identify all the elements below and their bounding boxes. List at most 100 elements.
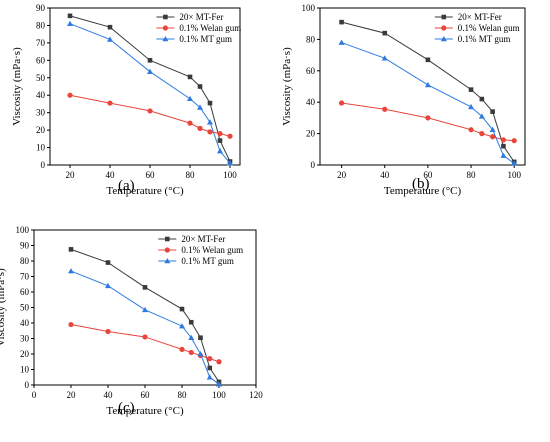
- x-tick-label: 40: [380, 170, 390, 180]
- y-tick-label: 90: [20, 241, 30, 251]
- x-tick-label: 0: [32, 390, 37, 400]
- data-point: [68, 247, 74, 252]
- data-point: [207, 365, 213, 371]
- legend-label: 0.1% MT gum: [458, 34, 511, 44]
- y-tick-label: 70: [36, 38, 46, 48]
- data-point: [206, 374, 213, 380]
- chart-c: 0 20 40 60 80 100 120 0 10 20 30 40 50 60 70 80 90 100 Tem…: [0, 225, 263, 417]
- x-tick-label: 40: [104, 390, 114, 400]
- y-tick-label: 70: [20, 272, 30, 282]
- data-point: [197, 125, 203, 131]
- y-tick-label: 20: [306, 129, 316, 139]
- y-tick-label: 0: [41, 160, 46, 170]
- data-point: [105, 282, 111, 289]
- legend-marker: [441, 14, 447, 20]
- y-tick-label: 20: [36, 125, 46, 135]
- y-tick-label: 30: [36, 108, 46, 118]
- data-point: [107, 36, 113, 42]
- y-tick-label: 50: [20, 303, 30, 313]
- x-tick-label: 20: [66, 170, 76, 180]
- data-point: [339, 19, 344, 25]
- data-point: [468, 127, 474, 133]
- data-point: [142, 334, 148, 340]
- data-point: [68, 321, 74, 328]
- data-point: [425, 115, 431, 121]
- data-point: [500, 137, 507, 143]
- y-tick-label: 40: [306, 97, 316, 107]
- x-axis-label: Temperature (°C): [384, 185, 462, 197]
- x-tick-label: 60: [146, 170, 156, 180]
- data-point: [147, 108, 153, 114]
- data-point: [227, 133, 233, 139]
- data-point: [207, 119, 213, 125]
- data-point: [197, 84, 203, 89]
- chart-b: 20 40 60 80 100 0 20 40 60 80 100 Temperature (°C) V…: [281, 3, 526, 197]
- data-point: [187, 95, 193, 102]
- plot-frame: [319, 7, 526, 166]
- legend-label: 20× MT-Fer: [179, 12, 223, 22]
- legend-label: 20× MT-Fer: [181, 234, 225, 244]
- panel-label-a: (a): [118, 178, 135, 194]
- legend-marker: [162, 36, 169, 42]
- data-point: [424, 81, 431, 88]
- legend-label: 0.1% MT gum: [181, 256, 234, 266]
- y-tick-label: 60: [36, 55, 46, 65]
- series-line: [70, 248, 220, 383]
- x-tick-label: 100: [212, 390, 226, 400]
- y-tick-label: 10: [36, 143, 46, 153]
- y-tick-label: 60: [306, 66, 316, 76]
- legend-marker: [164, 258, 171, 264]
- x-tick-label: 40: [106, 170, 116, 180]
- y-tick-label: 0: [311, 160, 316, 170]
- data-point: [188, 319, 194, 325]
- series-3: [338, 39, 518, 166]
- legend-label: 0.1% MT gum: [179, 34, 232, 44]
- x-tick-label: 100: [223, 170, 237, 180]
- y-tick-label: 100: [16, 225, 30, 235]
- series-line: [341, 42, 515, 164]
- legend-marker: [162, 25, 168, 31]
- data-point: [511, 160, 518, 166]
- series-2: [68, 321, 222, 365]
- x-tick-label: 60: [423, 170, 433, 180]
- data-point: [511, 138, 517, 144]
- y-tick-label: 0: [25, 380, 30, 390]
- data-point: [179, 346, 185, 352]
- y-tick-label: 80: [306, 34, 316, 44]
- series-line: [70, 324, 220, 363]
- y-tick-label: 30: [20, 334, 30, 344]
- data-point: [501, 143, 506, 149]
- data-point: [67, 92, 73, 98]
- legend-label: 0.1% Welan gum: [458, 23, 520, 33]
- data-point: [67, 20, 73, 26]
- data-point: [489, 126, 496, 132]
- y-axis-label: Viscosity (mPa·s): [0, 268, 7, 347]
- data-point: [490, 109, 495, 114]
- data-point: [478, 113, 485, 119]
- legend-marker: [163, 14, 168, 20]
- data-point: [187, 74, 193, 80]
- x-axis-label: Temperature (°C): [106, 185, 184, 197]
- legend-marker: [441, 25, 447, 31]
- plot-frame: [49, 7, 241, 166]
- legend-label: 20× MT-Fer: [458, 12, 502, 22]
- y-tick-label: 50: [36, 73, 46, 83]
- data-point: [105, 260, 111, 265]
- chart-a: 20 40 60 80 100 0 10 20 30 40 50 60 70 80 90 Temperatur…: [11, 3, 241, 197]
- data-point: [479, 131, 485, 137]
- x-tick-label: 80: [467, 170, 477, 180]
- legend-label: 0.1% Welan gum: [181, 245, 243, 255]
- data-point: [381, 55, 388, 61]
- data-point: [147, 58, 153, 63]
- y-tick-label: 20: [20, 349, 30, 359]
- data-point: [479, 96, 485, 102]
- data-point: [105, 328, 111, 335]
- y-tick-label: 40: [20, 318, 30, 328]
- series-3: [68, 268, 222, 387]
- x-tick-label: 20: [67, 390, 77, 400]
- x-tick-label: 80: [186, 170, 196, 180]
- data-point: [198, 335, 203, 341]
- legend-marker: [164, 247, 170, 253]
